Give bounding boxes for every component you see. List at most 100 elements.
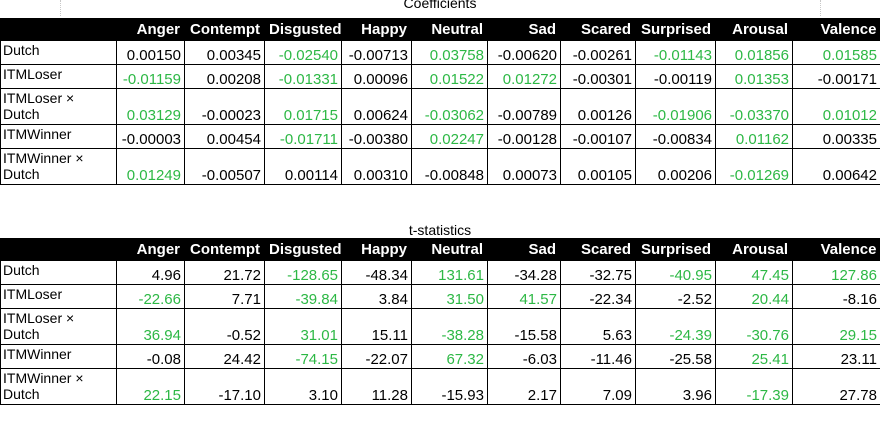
value-cell: 47.45 (715, 260, 793, 285)
header-surprised: Surprised (635, 238, 716, 261)
value-cell: 0.00310 (341, 148, 412, 185)
table-row: Dutch 4.96 21.72 -128.65 -48.34 131.61 -34.28-… (0, 260, 880, 285)
table-row: ITMWinner × Dutch 22.15 -17.10 3.10 11.28 -15… (0, 368, 880, 405)
table-row: Dutch 0.00150 0.00345 -0.02540 -0.00713 0.037… (0, 40, 880, 65)
value-cell: -0.52 (184, 308, 265, 345)
value-cell: -128.65 (264, 260, 342, 285)
value-cell: -0.00003 (116, 124, 185, 149)
table-row: ITMWinner × Dutch 0.01249 -0.00507 0.00114 0… (0, 148, 880, 185)
value-cell: -2.52 (635, 284, 716, 309)
value-cell: 0.01162 (715, 124, 793, 149)
value-cell: 67.32 (411, 344, 488, 369)
value-cell: 0.01353 (715, 64, 793, 89)
grid-guide (60, 0, 62, 16)
table-row: ITMLoser -0.01159 0.00208 -0.01331 0.00096 0.… (0, 64, 880, 89)
value-cell: 2.17 (487, 368, 561, 405)
value-cell: -0.01143 (635, 40, 716, 65)
table-row: ITMWinner -0.00003 0.00454 -0.01711 -0.00380… (0, 124, 880, 149)
value-cell: 0.02247 (411, 124, 488, 149)
tstats-title: t-statistics (408, 222, 472, 238)
value-cell: 0.00105 (560, 148, 636, 185)
header-neutral: Neutral (411, 238, 488, 261)
value-cell: 0.00624 (341, 88, 412, 125)
value-cell: -0.00023 (184, 88, 265, 125)
value-cell: 24.42 (184, 344, 265, 369)
row-label: ITMLoser (0, 284, 117, 309)
grid-guide (820, 0, 822, 16)
value-cell: -0.00507 (184, 148, 265, 185)
value-cell: 3.84 (341, 284, 412, 309)
value-cell: 0.03129 (116, 88, 185, 125)
value-cell: -0.00171 (792, 64, 880, 89)
header-happy: Happy (341, 238, 412, 261)
header-anger: Anger (116, 238, 185, 261)
header-neutral: Neutral (411, 18, 488, 41)
value-cell: 0.00345 (184, 40, 265, 65)
value-cell: 22.15 (116, 368, 185, 405)
value-cell: 0.00126 (560, 88, 636, 125)
value-cell: 3.10 (264, 368, 342, 405)
header-scared: Scared (560, 238, 636, 261)
value-cell: 15.11 (341, 308, 412, 345)
row-label: ITMWinner (0, 344, 117, 369)
value-cell: 25.41 (715, 344, 793, 369)
header-happy: Happy (341, 18, 412, 41)
value-cell: -0.00107 (560, 124, 636, 149)
value-cell: -22.07 (341, 344, 412, 369)
value-cell: -39.84 (264, 284, 342, 309)
row-label: ITMWinner × Dutch (0, 368, 117, 405)
value-cell: 29.15 (792, 308, 880, 345)
value-cell: -0.00119 (635, 64, 716, 89)
value-cell: -17.10 (184, 368, 265, 405)
value-cell: 23.11 (792, 344, 880, 369)
value-cell: -0.00789 (487, 88, 561, 125)
value-cell: 0.00150 (116, 40, 185, 65)
coefficients-title: Coefficients (403, 0, 477, 11)
value-cell: 127.86 (792, 260, 880, 285)
value-cell: 31.50 (411, 284, 488, 309)
value-cell: -22.66 (116, 284, 185, 309)
value-cell: 11.28 (341, 368, 412, 405)
value-cell: -0.01331 (264, 64, 342, 89)
table-row: ITMWinner -0.08 24.42 -74.15 -22.07 67.32 -6.0… (0, 344, 880, 369)
value-cell: 0.03758 (411, 40, 488, 65)
table-row: ITMLoser -22.66 7.71 -39.84 3.84 31.50 41.57 -2… (0, 284, 880, 309)
value-cell: 0.01585 (792, 40, 880, 65)
value-cell: 0.00642 (792, 148, 880, 185)
value-cell: 27.78 (792, 368, 880, 405)
value-cell: 131.61 (411, 260, 488, 285)
value-cell: -32.75 (560, 260, 636, 285)
row-label: ITMWinner × Dutch (0, 148, 117, 185)
value-cell: -30.76 (715, 308, 793, 345)
value-cell: -8.16 (792, 284, 880, 309)
row-label: ITMLoser × Dutch (0, 308, 117, 345)
header-sad: Sad (487, 238, 561, 261)
header-surprised: Surprised (635, 18, 716, 41)
value-cell: -40.95 (635, 260, 716, 285)
value-cell: 7.09 (560, 368, 636, 405)
row-label: ITMLoser (0, 64, 117, 89)
value-cell: -0.00834 (635, 124, 716, 149)
value-cell: -11.46 (560, 344, 636, 369)
value-cell: -0.01711 (264, 124, 342, 149)
value-cell: 0.01249 (116, 148, 185, 185)
value-cell: -0.01159 (116, 64, 185, 89)
value-cell: -38.28 (411, 308, 488, 345)
header-arousal: Arousal (715, 18, 793, 41)
value-cell: 5.63 (560, 308, 636, 345)
value-cell: 3.96 (635, 368, 716, 405)
value-cell: -24.39 (635, 308, 716, 345)
header-disgusted: Disgusted (264, 18, 342, 41)
tstats-table: Anger Contempt Disgusted Happy Neutral S… (0, 238, 880, 405)
value-cell: 0.01856 (715, 40, 793, 65)
value-cell: 7.71 (184, 284, 265, 309)
value-cell: 0.01522 (411, 64, 488, 89)
value-cell: -6.03 (487, 344, 561, 369)
value-cell: -74.15 (264, 344, 342, 369)
header-disgusted: Disgusted (264, 238, 342, 261)
header-sad: Sad (487, 18, 561, 41)
value-cell: 0.00114 (264, 148, 342, 185)
value-cell: 0.00335 (792, 124, 880, 149)
value-cell: 41.57 (487, 284, 561, 309)
value-cell: -15.58 (487, 308, 561, 345)
